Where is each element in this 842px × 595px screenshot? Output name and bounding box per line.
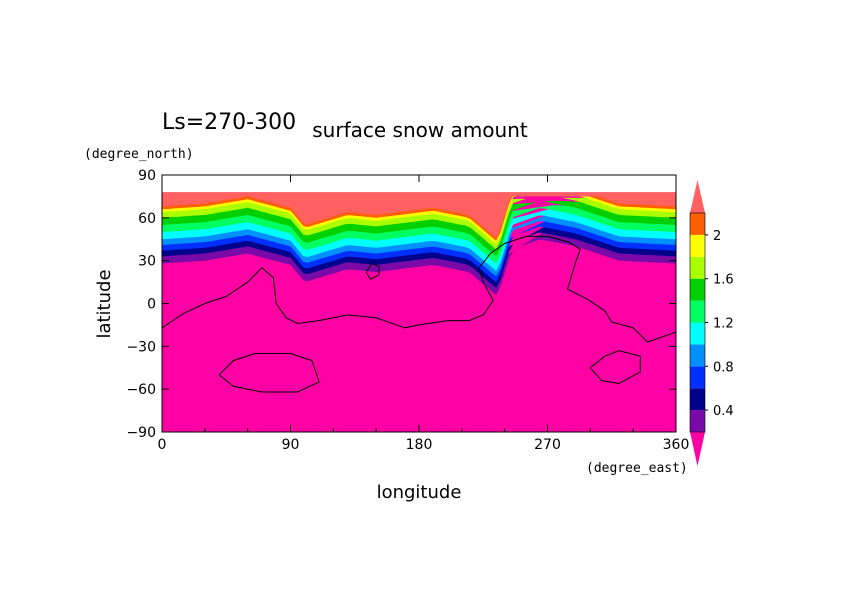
topography-contour-1 xyxy=(162,235,676,343)
y-tick-label: 90 xyxy=(138,168,156,184)
contour-lines xyxy=(162,235,676,393)
colorbar-swatch xyxy=(690,410,705,432)
y-tick-label: −90 xyxy=(126,425,156,441)
x-tick-label: 270 xyxy=(534,437,561,453)
chart-subtitle: Ls=270-300 xyxy=(162,110,296,135)
colorbar-tick-label: 0.4 xyxy=(713,404,734,419)
topography-contour-4 xyxy=(365,262,380,280)
x-axis-label: longitude xyxy=(377,482,462,503)
colorbar-swatch xyxy=(690,344,705,367)
colorbar: 0.4 0.8 1.2 1.6 2 xyxy=(689,180,734,466)
colorbar-swatch xyxy=(690,388,705,411)
y-tick-label: 60 xyxy=(138,211,156,227)
chart-title: surface snow amount xyxy=(312,118,528,142)
x-tick-label: 90 xyxy=(282,437,300,453)
snow-band-11 xyxy=(162,193,676,238)
y-unit-label: (degree_north) xyxy=(84,147,194,162)
topography-contour-3 xyxy=(589,350,641,385)
axes: 0 90 180 270 360 −90 −60 −30 0 30 60 90 xyxy=(126,168,689,453)
colorbar-tick-label: 1.2 xyxy=(713,317,734,332)
y-tick-label: 0 xyxy=(147,297,156,313)
x-tick-label: 0 xyxy=(158,437,167,453)
colorbar-swatch xyxy=(690,278,705,301)
y-tick-label: 30 xyxy=(138,254,156,270)
colorbar-swatch xyxy=(690,322,705,345)
colorbar-tick-label: 0.8 xyxy=(713,360,734,375)
colorbar-swatch xyxy=(690,213,705,235)
colorbar-tick-label: 1.6 xyxy=(713,273,734,288)
y-tick-label: −60 xyxy=(126,382,156,398)
snow-band-3 xyxy=(162,216,676,283)
x-tick-label: 180 xyxy=(406,437,433,453)
polar-cap-edge xyxy=(162,192,676,197)
snow-band-1 xyxy=(162,225,676,296)
x-tick-label: 360 xyxy=(663,437,690,453)
plot-area xyxy=(162,175,676,432)
colorbar-over-triangle xyxy=(690,180,705,213)
colorbar-swatch xyxy=(690,234,705,257)
colorbar-under-triangle xyxy=(690,432,705,466)
colorbar-tick-label: 2 xyxy=(713,229,721,244)
topography-contour-2 xyxy=(218,353,320,393)
colorbar-swatch xyxy=(690,366,705,389)
colorbar-swatch xyxy=(690,300,705,323)
y-axis-label: latitude xyxy=(94,269,115,338)
snow-band-4 xyxy=(162,212,676,277)
colorbar-swatch xyxy=(690,256,705,279)
x-unit-label: (degree_east) xyxy=(586,461,688,476)
snow-band-2 xyxy=(162,221,676,288)
y-tick-label: −30 xyxy=(126,339,156,355)
